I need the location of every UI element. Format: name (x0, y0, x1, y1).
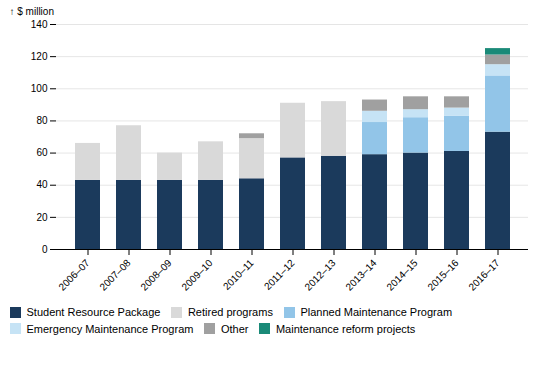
html-text:Retired programs: Retired programs (187, 306, 273, 319)
svg-text:120: 120 (31, 51, 48, 62)
svg-text:2016–17: 2016–17 (466, 257, 502, 293)
html-text:Planned Maintenance Program: Planned Maintenance Program (300, 306, 453, 319)
html-text:Student Resource Package: Student Resource Package (26, 306, 161, 319)
svg-text:0: 0 (42, 244, 48, 255)
svg-text:2014–15: 2014–15 (384, 257, 420, 293)
svg-text:100: 100 (31, 83, 48, 94)
svg-text:20: 20 (36, 212, 48, 223)
svg-text:140: 140 (31, 19, 48, 30)
svg-text:2007–08: 2007–08 (97, 257, 133, 293)
svg-text:2013–14: 2013–14 (343, 257, 379, 293)
svg-text:80: 80 (36, 115, 48, 126)
svg-text:2006–07: 2006–07 (56, 257, 92, 293)
svg-text:2010–11: 2010–11 (221, 257, 256, 292)
svg-text:60: 60 (36, 147, 48, 158)
svg-text:↑ $ million: ↑ $ million (10, 6, 54, 17)
svg-text:2012–13: 2012–13 (302, 257, 338, 293)
svg-text:2009–10: 2009–10 (179, 257, 215, 293)
svg-text:40: 40 (36, 179, 48, 190)
svg-text:2008–09: 2008–09 (138, 257, 174, 293)
html-text:Emergency Maintenance Program: Emergency Maintenance Program (26, 322, 194, 335)
svg-text:2015–16: 2015–16 (425, 257, 461, 293)
html-text:Other: Other (220, 322, 249, 335)
html-text:Maintenance reform projects: Maintenance reform projects (275, 322, 416, 335)
svg-text:2011–12: 2011–12 (262, 257, 297, 292)
